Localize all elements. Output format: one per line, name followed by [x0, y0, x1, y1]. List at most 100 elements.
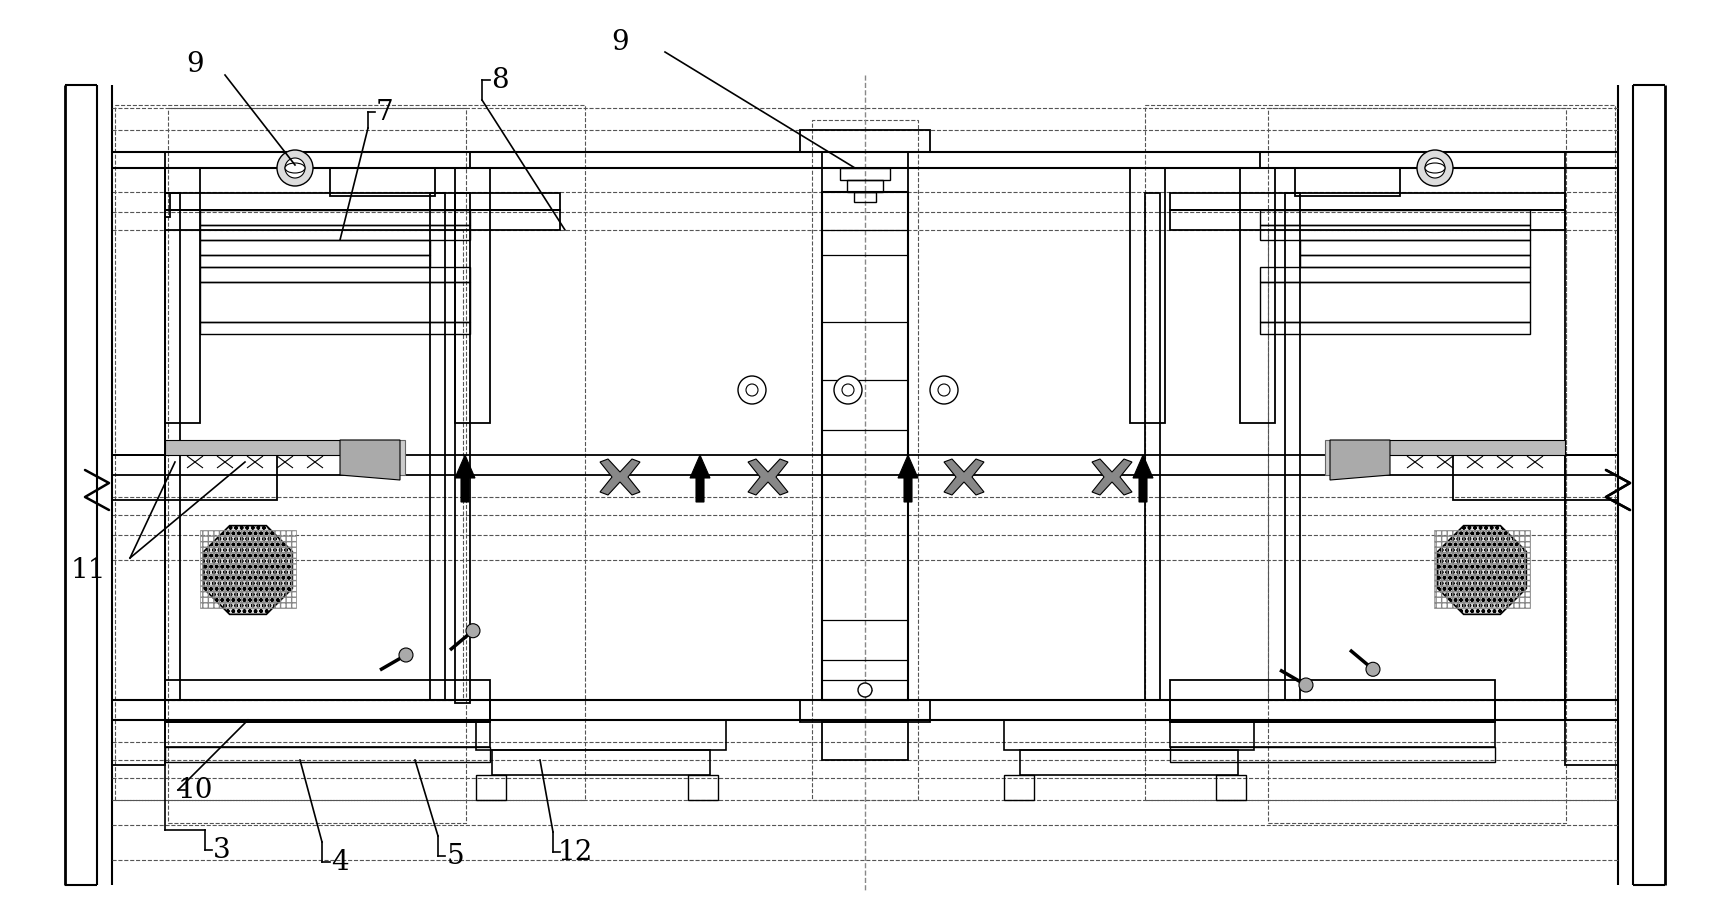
Bar	[168, 108, 465, 823]
Bar	[1169, 747, 1495, 762]
Bar	[822, 152, 908, 192]
Polygon shape	[164, 440, 344, 455]
Polygon shape	[204, 526, 292, 614]
Bar	[164, 193, 180, 700]
Bar	[1259, 152, 1434, 168]
Bar	[201, 255, 431, 267]
Text: 8: 8	[491, 67, 509, 94]
Bar	[164, 193, 170, 217]
Bar	[822, 722, 908, 760]
Circle shape	[746, 384, 758, 396]
Bar	[1566, 455, 1618, 765]
Polygon shape	[945, 459, 984, 495]
Circle shape	[285, 158, 304, 178]
Bar	[201, 530, 296, 608]
Text: 7: 7	[375, 98, 394, 126]
Bar	[1299, 255, 1529, 267]
Bar	[164, 210, 561, 230]
Bar	[1566, 152, 1618, 720]
Bar	[1169, 680, 1495, 700]
Bar	[1003, 775, 1035, 800]
Bar	[112, 455, 277, 500]
Bar	[1259, 322, 1529, 334]
Polygon shape	[600, 459, 640, 495]
Bar	[164, 193, 561, 210]
Ellipse shape	[1426, 163, 1445, 173]
Circle shape	[1367, 662, 1381, 676]
Bar	[201, 240, 431, 255]
Circle shape	[1431, 164, 1439, 172]
Bar	[1240, 168, 1275, 423]
Bar	[164, 168, 201, 423]
Bar	[1145, 193, 1161, 700]
Circle shape	[938, 384, 950, 396]
Bar	[1259, 267, 1529, 282]
Ellipse shape	[285, 163, 304, 173]
Bar	[1021, 750, 1239, 775]
Circle shape	[465, 624, 479, 638]
Bar	[164, 680, 490, 700]
Bar	[164, 230, 464, 700]
Bar	[1216, 775, 1246, 800]
Bar	[1169, 210, 1566, 230]
Bar	[1003, 720, 1254, 750]
Bar	[455, 168, 490, 423]
Bar	[811, 120, 919, 800]
Bar	[164, 700, 490, 722]
Bar	[296, 152, 471, 168]
Circle shape	[858, 683, 872, 697]
Polygon shape	[690, 455, 709, 502]
Bar	[1259, 210, 1529, 225]
Bar	[164, 700, 490, 722]
Polygon shape	[341, 440, 400, 480]
Bar	[476, 720, 727, 750]
Bar	[1285, 193, 1299, 700]
Bar	[822, 192, 908, 700]
Text: 5: 5	[446, 843, 464, 869]
Bar	[491, 750, 709, 775]
Bar	[201, 225, 471, 240]
Bar	[799, 700, 931, 722]
Bar	[848, 180, 882, 192]
Bar	[799, 130, 931, 152]
Bar	[1296, 168, 1400, 196]
Bar	[855, 192, 875, 202]
Bar	[201, 267, 471, 282]
Circle shape	[1417, 150, 1453, 186]
Circle shape	[277, 150, 313, 186]
Bar	[1169, 700, 1495, 722]
Bar	[201, 210, 471, 225]
Bar	[114, 105, 585, 800]
Polygon shape	[1133, 455, 1152, 502]
Circle shape	[400, 648, 413, 662]
Polygon shape	[747, 459, 787, 495]
Bar	[1453, 455, 1618, 500]
Bar	[841, 168, 889, 180]
Bar	[1259, 282, 1529, 322]
Bar	[112, 455, 164, 765]
Polygon shape	[1330, 440, 1389, 480]
Bar	[201, 282, 471, 322]
Bar	[1130, 168, 1164, 423]
Circle shape	[834, 376, 862, 404]
Bar	[1268, 108, 1566, 823]
Bar	[1169, 722, 1495, 747]
Text: 4: 4	[330, 848, 349, 875]
Bar	[201, 322, 471, 334]
Bar	[1299, 240, 1529, 255]
Circle shape	[1299, 678, 1313, 692]
Polygon shape	[1386, 440, 1566, 455]
Polygon shape	[455, 455, 476, 502]
Bar	[1259, 225, 1529, 240]
Bar	[689, 775, 718, 800]
Bar	[455, 193, 471, 703]
Bar	[1145, 105, 1616, 800]
Text: 12: 12	[557, 838, 593, 865]
Text: 10: 10	[176, 776, 213, 804]
Text: 3: 3	[213, 836, 230, 864]
Polygon shape	[1092, 459, 1131, 495]
Text: 9: 9	[611, 28, 628, 56]
Bar	[330, 168, 434, 196]
Circle shape	[931, 376, 958, 404]
Circle shape	[291, 164, 299, 172]
